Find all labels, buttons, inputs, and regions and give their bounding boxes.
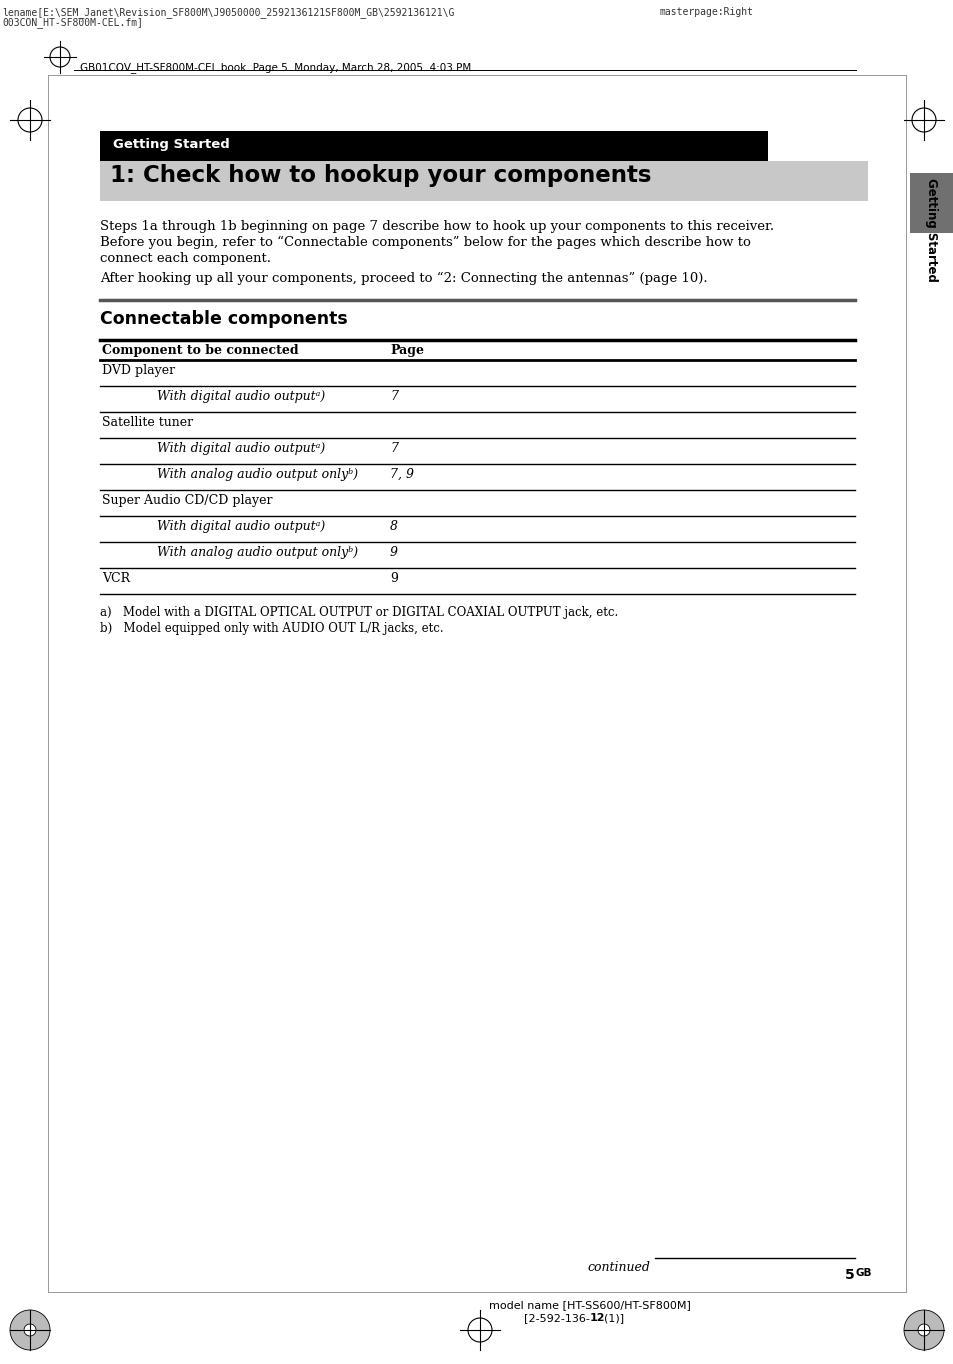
Text: With analog audio output onlyᵇ): With analog audio output onlyᵇ) — [157, 546, 357, 559]
Text: With digital audio outputᵃ): With digital audio outputᵃ) — [157, 520, 325, 533]
Text: Steps 1a through 1b beginning on page 7 describe how to hook up your components : Steps 1a through 1b beginning on page 7 … — [100, 220, 773, 233]
Text: Getting Started: Getting Started — [112, 138, 230, 151]
Text: 5: 5 — [844, 1269, 854, 1282]
Text: With analog audio output onlyᵇ): With analog audio output onlyᵇ) — [157, 468, 357, 481]
Circle shape — [10, 1309, 50, 1350]
Text: 7: 7 — [390, 390, 397, 402]
Text: continued: continued — [586, 1260, 649, 1274]
Text: 1: Check how to hookup your components: 1: Check how to hookup your components — [110, 164, 651, 187]
Text: 7: 7 — [390, 442, 397, 456]
Text: With digital audio outputᵃ): With digital audio outputᵃ) — [157, 442, 325, 456]
Text: Super Audio CD/CD player: Super Audio CD/CD player — [102, 494, 273, 507]
Text: masterpage:Right: masterpage:Right — [659, 7, 753, 16]
Text: Before you begin, refer to “Connectable components” below for the pages which de: Before you begin, refer to “Connectable … — [100, 236, 750, 250]
Text: 9: 9 — [390, 546, 397, 559]
Text: GB: GB — [855, 1269, 872, 1278]
Bar — [909, 173, 953, 233]
Text: DVD player: DVD player — [102, 364, 175, 376]
Text: Satellite tuner: Satellite tuner — [102, 416, 193, 430]
Text: model name [HT-SS600/HT-SF800M]: model name [HT-SS600/HT-SF800M] — [489, 1300, 690, 1309]
Text: a)   Model with a DIGITAL OPTICAL OUTPUT or DIGITAL COAXIAL OUTPUT jack, etc.: a) Model with a DIGITAL OPTICAL OUTPUT o… — [100, 606, 618, 619]
Text: (1)]: (1)] — [603, 1314, 623, 1323]
Text: [2-592-136-: [2-592-136- — [523, 1314, 589, 1323]
Text: Component to be connected: Component to be connected — [102, 344, 298, 357]
Text: b)   Model equipped only with AUDIO OUT L/R jacks, etc.: b) Model equipped only with AUDIO OUT L/… — [100, 622, 443, 636]
Circle shape — [917, 1324, 929, 1335]
Text: 12: 12 — [589, 1314, 605, 1323]
Bar — [100, 161, 867, 201]
Text: connect each component.: connect each component. — [100, 252, 271, 265]
Text: After hooking up all your components, proceed to “2: Connecting the antennas” (p: After hooking up all your components, pr… — [100, 271, 707, 285]
Bar — [100, 131, 767, 161]
Text: lename[E:\SEM_Janet\Revision_SF800M\J9050000_2592136121SF800M_GB\2592136121\G: lename[E:\SEM_Janet\Revision_SF800M\J905… — [2, 7, 454, 18]
Text: GB01COV_HT-SF800M-CEL.book  Page 5  Monday, March 28, 2005  4:03 PM: GB01COV_HT-SF800M-CEL.book Page 5 Monday… — [80, 61, 471, 72]
Text: 9: 9 — [390, 572, 397, 585]
Text: 003CON_HT-SF800M-CEL.fm]: 003CON_HT-SF800M-CEL.fm] — [2, 16, 143, 27]
Text: Getting Started: Getting Started — [924, 177, 938, 282]
Circle shape — [24, 1324, 36, 1335]
Circle shape — [903, 1309, 943, 1350]
Text: VCR: VCR — [102, 572, 130, 585]
Text: 8: 8 — [390, 520, 397, 533]
Text: Connectable components: Connectable components — [100, 310, 348, 327]
Text: With digital audio outputᵃ): With digital audio outputᵃ) — [157, 390, 325, 402]
Text: 7, 9: 7, 9 — [390, 468, 414, 481]
Text: Page: Page — [390, 344, 423, 357]
